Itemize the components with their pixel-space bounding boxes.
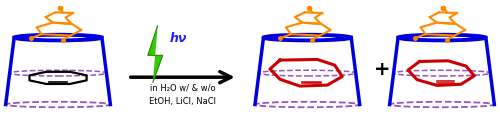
Text: hν: hν [169,32,186,45]
Polygon shape [255,38,360,104]
Text: in H₂O w/ & w/o: in H₂O w/ & w/o [150,84,216,93]
Polygon shape [390,38,494,104]
Polygon shape [6,38,110,104]
Text: +: + [374,59,390,79]
Text: EtOH, LiCl, NaCl: EtOH, LiCl, NaCl [149,97,216,106]
Polygon shape [148,25,162,83]
